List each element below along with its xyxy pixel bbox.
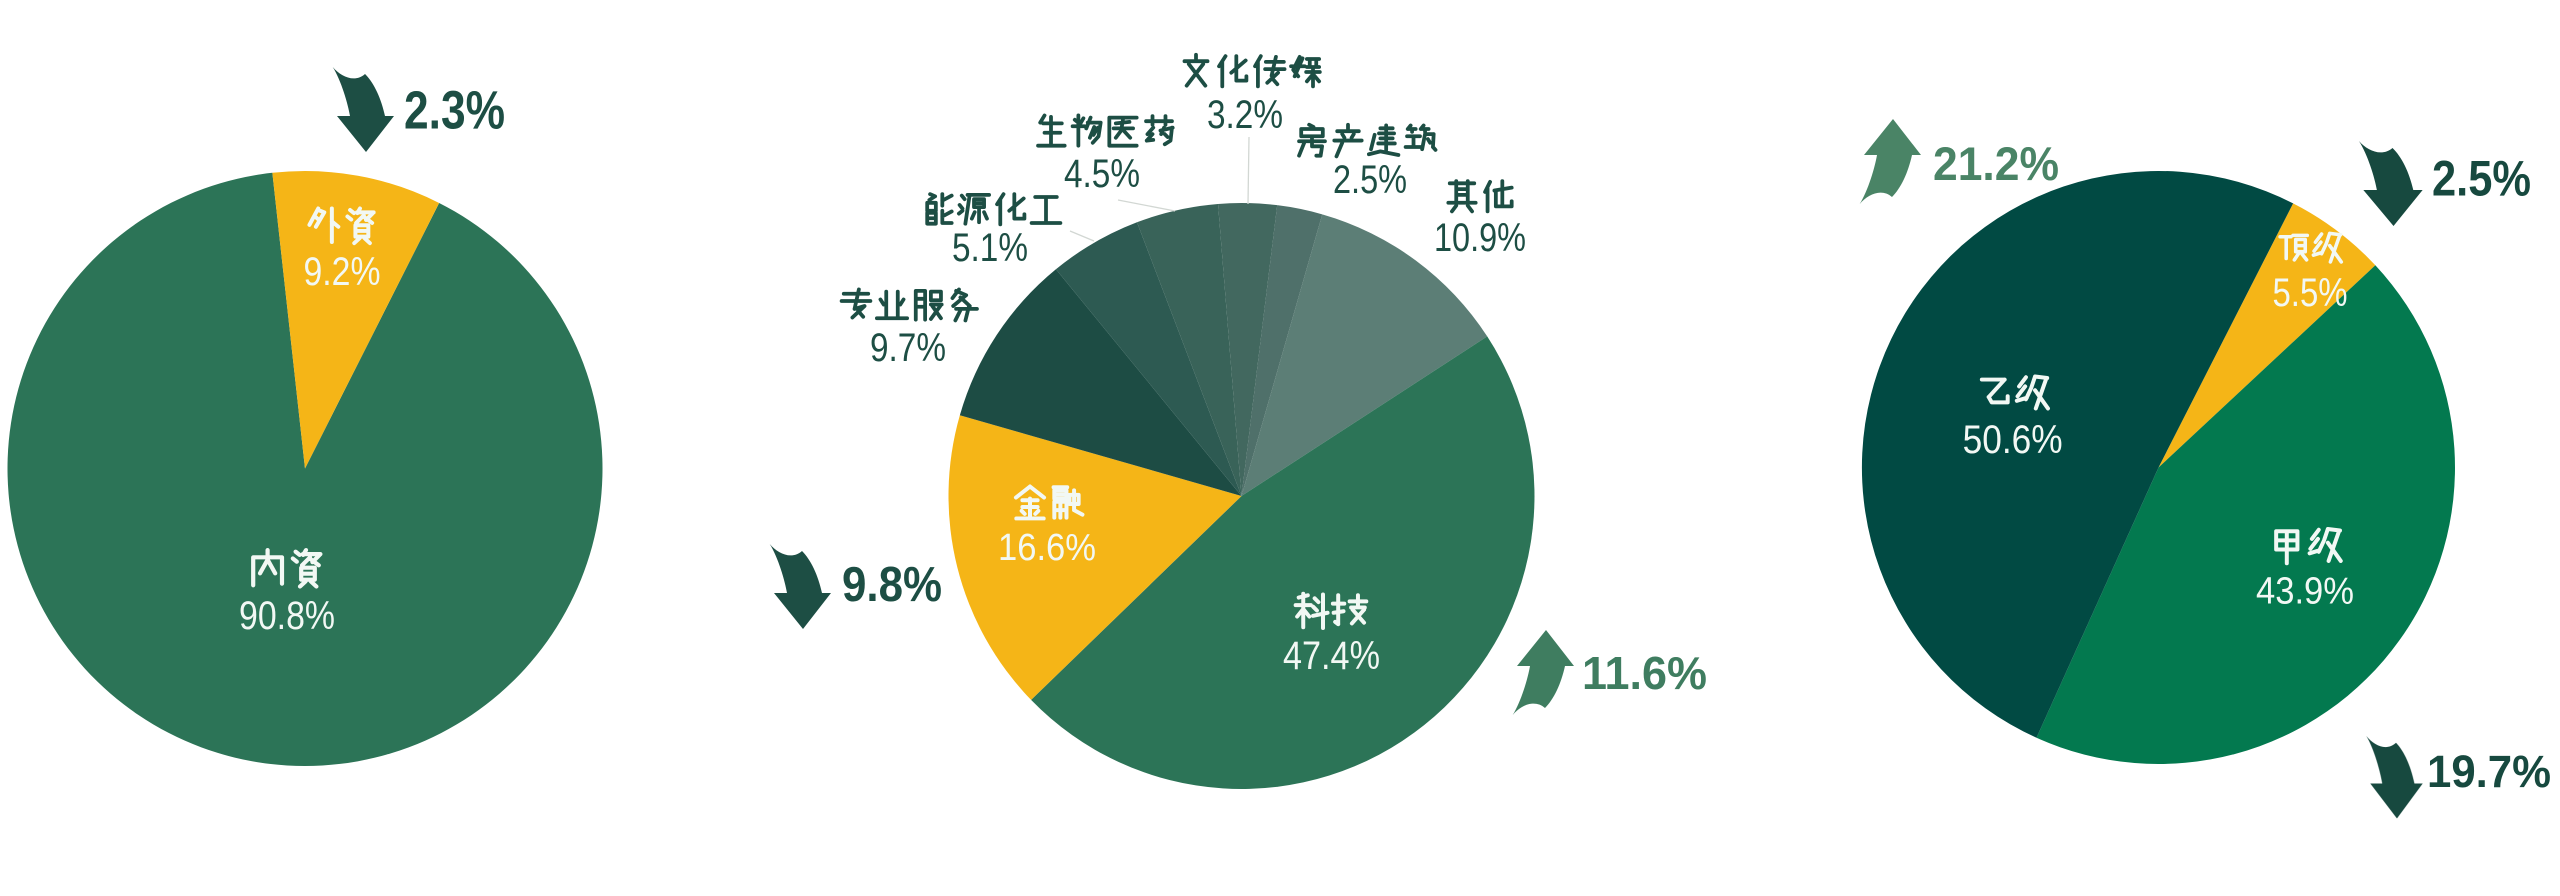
svg-text:9.8%: 9.8% <box>842 558 942 612</box>
svg-text:4.5%: 4.5% <box>1064 152 1140 196</box>
svg-text:90.8%: 90.8% <box>239 594 335 638</box>
svg-text:2.5%: 2.5% <box>1333 158 1407 202</box>
svg-text:9.2%: 9.2% <box>304 250 381 294</box>
svg-text:2.5%: 2.5% <box>2432 151 2531 207</box>
svg-text:10.9%: 10.9% <box>1434 216 1526 260</box>
svg-text:3.2%: 3.2% <box>1207 93 1283 137</box>
svg-text:9.7%: 9.7% <box>870 326 946 370</box>
svg-text:5.1%: 5.1% <box>952 226 1028 270</box>
svg-text:21.2%: 21.2% <box>1933 137 2059 190</box>
svg-text:16.6%: 16.6% <box>998 527 1096 569</box>
svg-text:43.9%: 43.9% <box>2256 571 2354 613</box>
svg-text:50.6%: 50.6% <box>1963 418 2063 462</box>
svg-text:11.6%: 11.6% <box>1582 647 1707 699</box>
svg-text:5.5%: 5.5% <box>2273 271 2348 315</box>
svg-text:19.7%: 19.7% <box>2427 746 2551 797</box>
svg-text:2.3%: 2.3% <box>404 81 505 141</box>
svg-text:47.4%: 47.4% <box>1283 634 1380 678</box>
